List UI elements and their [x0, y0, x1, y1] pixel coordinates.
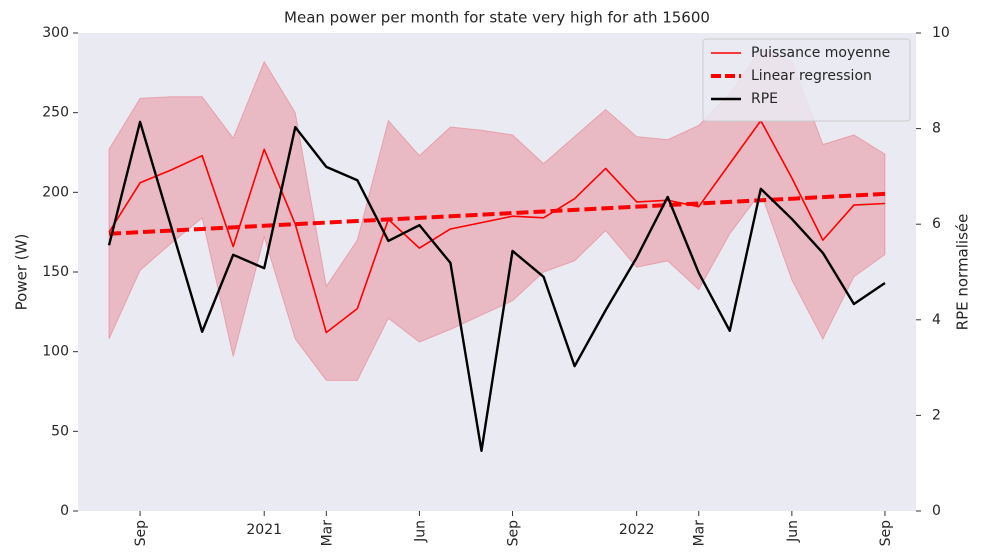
legend-label: RPE: [751, 91, 778, 107]
y-tick-label: 100: [42, 344, 69, 360]
y2-tick-label: 10: [932, 25, 950, 41]
legend: Puissance moyenne Linear regression RPE: [702, 38, 911, 122]
series-line: [108, 119, 886, 334]
y-tick-label: 300: [42, 25, 69, 41]
y-axis-label: Power (W): [13, 234, 31, 311]
y-tick-label: 150: [42, 264, 69, 280]
x-tick-label: Sep: [506, 520, 522, 547]
x-tick-label: Jun: [785, 520, 801, 543]
series-line: [107, 120, 886, 452]
series-line: [108, 191, 886, 236]
y2-tick-label: 2: [932, 407, 941, 423]
y-tick-label: 200: [42, 184, 69, 200]
chart-title: Mean power per month for state very high…: [284, 9, 710, 27]
x-tick-label: 2021: [246, 522, 282, 538]
y-tick-label: 0: [60, 503, 69, 519]
y2-tick-label: 0: [932, 503, 941, 519]
y-tick-label: 50: [51, 423, 69, 439]
legend-label: Linear regression: [751, 68, 872, 84]
x-tick-label: Jun: [412, 520, 428, 543]
x-tick-label: Mar: [319, 520, 335, 547]
y2-tick-label: 6: [932, 216, 941, 232]
y-tick-label: 250: [42, 105, 69, 121]
x-tick-label: Sep: [878, 520, 894, 547]
legend-label: Puissance moyenne: [751, 45, 890, 61]
x-tick-label: 2022: [619, 522, 655, 538]
y2-tick-label: 4: [932, 312, 941, 328]
confidence-band: [108, 48, 886, 381]
x-tick-label: Sep: [133, 520, 149, 547]
x-tick-label: Mar: [692, 520, 708, 547]
legend-box: [702, 38, 911, 122]
y2-tick-label: 8: [932, 121, 941, 137]
y2-axis-label: RPE normalisée: [954, 214, 972, 331]
